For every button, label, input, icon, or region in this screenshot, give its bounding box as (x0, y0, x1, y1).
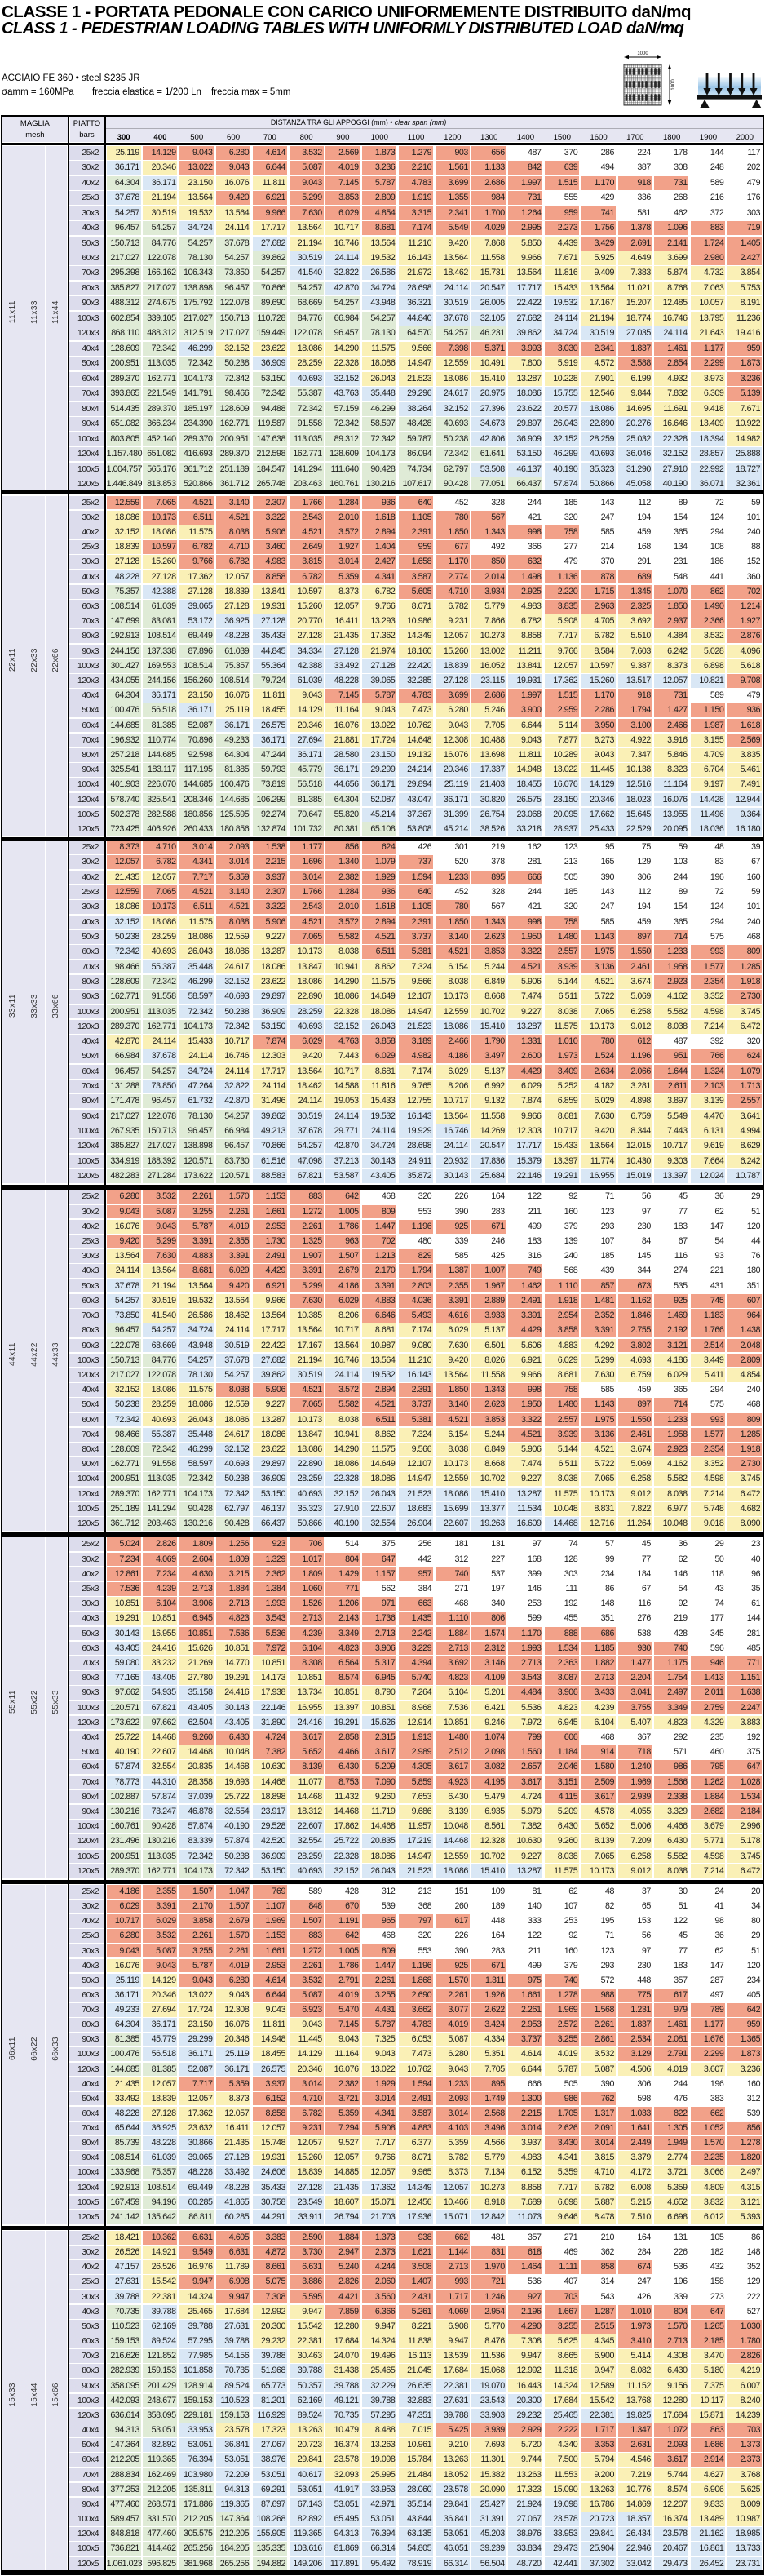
svg-text:1000: 1000 (637, 51, 648, 56)
svg-text:1000: 1000 (671, 79, 676, 91)
